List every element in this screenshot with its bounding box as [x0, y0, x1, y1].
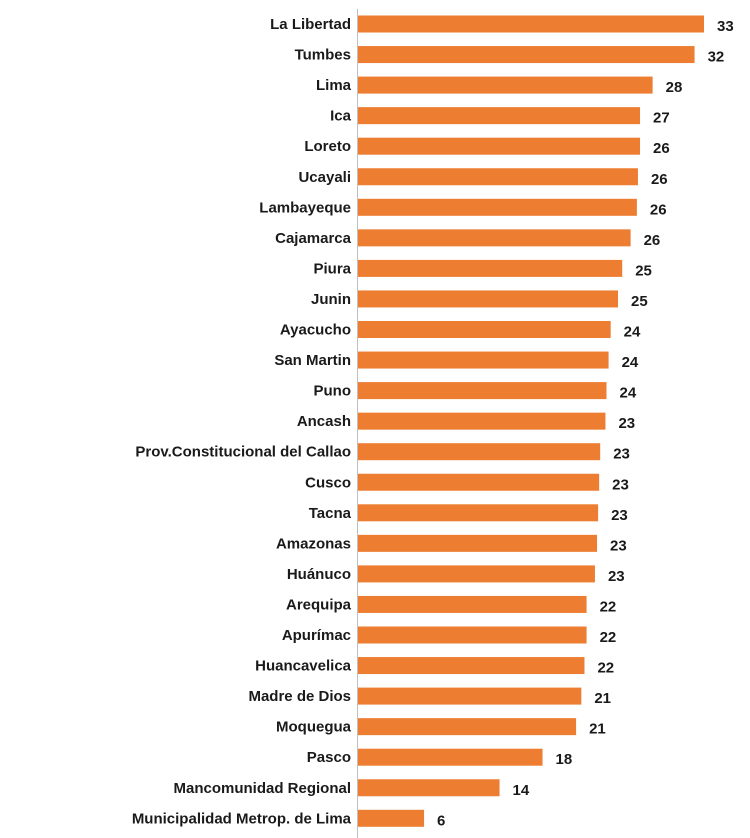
category-label: Madre de Dios: [248, 688, 351, 705]
data-label: 26: [650, 201, 667, 218]
bar: [358, 809, 425, 827]
category-label: Tacna: [309, 505, 352, 522]
bar: [358, 565, 595, 583]
data-label: 23: [618, 415, 635, 432]
data-label: 24: [619, 385, 636, 402]
data-label: 24: [624, 324, 641, 341]
data-label: 21: [589, 721, 606, 738]
bar: [358, 534, 598, 552]
category-label: Moquegua: [276, 719, 352, 736]
bar: [358, 473, 600, 491]
category-label: Lambayeque: [259, 199, 351, 216]
bar: [358, 15, 704, 33]
bar: [358, 290, 619, 308]
data-label: 22: [600, 629, 617, 646]
data-label: 26: [651, 171, 668, 188]
category-label: Amazonas: [276, 535, 351, 552]
data-label: 6: [437, 812, 445, 829]
bar: [358, 168, 638, 186]
data-label: 23: [613, 446, 630, 463]
data-label: 23: [611, 507, 628, 524]
bar: [358, 504, 599, 522]
bar: [358, 657, 585, 675]
bar: [358, 137, 641, 155]
data-label: 26: [653, 140, 670, 157]
category-label: Ayacucho: [280, 322, 351, 339]
category-label: Mancomunidad Regional: [173, 780, 351, 797]
bar: [358, 687, 582, 705]
bar: [358, 412, 606, 430]
bar: [358, 626, 587, 644]
bar: [358, 595, 587, 613]
category-label: Ucayali: [298, 169, 351, 186]
bar: [358, 718, 577, 736]
data-label: 33: [717, 18, 734, 35]
data-label: 25: [631, 293, 648, 310]
category-label: Loreto: [304, 138, 351, 155]
bar: [358, 443, 601, 461]
data-label: 18: [556, 751, 573, 768]
data-label: 32: [708, 49, 725, 66]
category-label: Apurímac: [282, 627, 351, 644]
category-label: Municipalidad Metrop. de Lima: [132, 810, 352, 827]
bar: [358, 351, 609, 369]
category-label: Cusco: [305, 474, 351, 491]
bar: [358, 748, 543, 766]
data-label: 28: [666, 79, 683, 96]
category-label: Puno: [314, 383, 352, 400]
chart-marks: La Libertad 33 Tumbes 32 Lima 28 Ica 27 Loreto 26…: [132, 15, 734, 829]
data-label: 23: [610, 537, 627, 554]
bar: [358, 229, 631, 247]
bar: [358, 107, 641, 125]
category-label: Piura: [313, 260, 351, 277]
category-label: Ancash: [297, 413, 351, 430]
category-label: Pasco: [307, 749, 351, 766]
category-label: Huancavelica: [255, 658, 352, 675]
data-label: 23: [608, 568, 625, 585]
data-label: 23: [612, 476, 629, 493]
data-label: 27: [653, 110, 670, 127]
bar: [358, 198, 637, 216]
bar: [358, 779, 500, 797]
bar: [358, 321, 611, 338]
data-label: 21: [594, 690, 611, 707]
category-label: Cajamarca: [275, 230, 352, 247]
category-label: La Libertad: [270, 16, 351, 33]
data-label: 24: [622, 354, 639, 371]
category-label: Lima: [316, 77, 352, 94]
category-label: Huánuco: [287, 566, 351, 583]
category-label: Ica: [330, 108, 352, 125]
category-label: Tumbes: [295, 47, 351, 64]
data-label: 22: [597, 660, 614, 677]
data-label: 26: [644, 232, 661, 249]
category-label: San Martin: [274, 352, 351, 369]
data-label: 14: [513, 782, 530, 799]
data-label: 25: [635, 262, 652, 279]
data-label: 22: [600, 598, 617, 615]
bar: [358, 76, 653, 94]
category-label: Junin: [311, 291, 351, 308]
bar: [358, 259, 623, 277]
bar: [358, 382, 607, 400]
bar: [358, 46, 695, 64]
category-label: Prov.Constitucional del Callao: [135, 444, 351, 461]
category-label: Arequipa: [286, 596, 352, 613]
